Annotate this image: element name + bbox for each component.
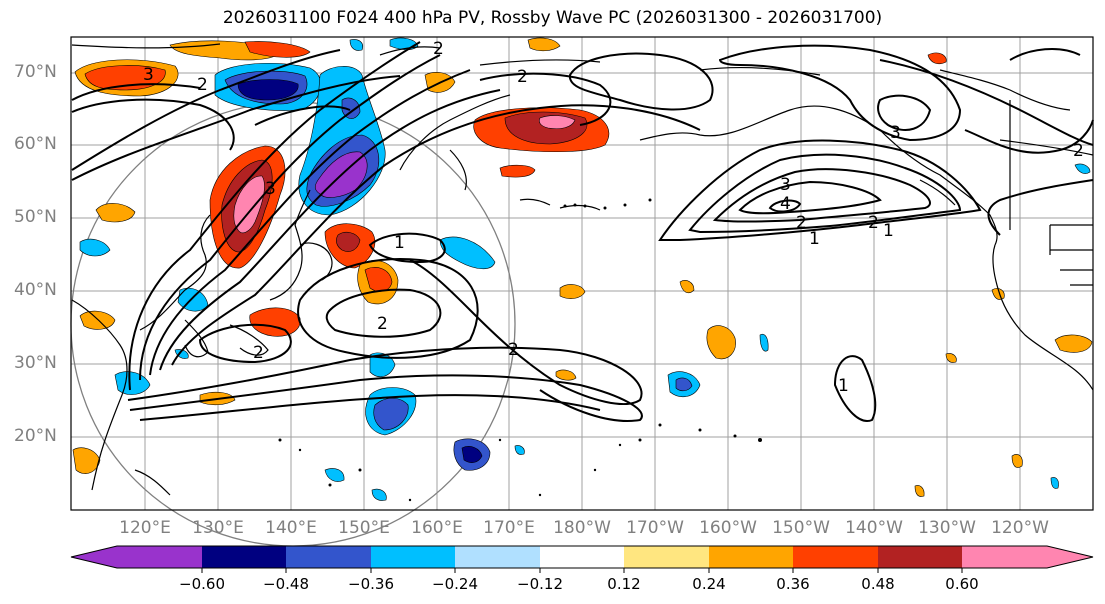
lon-label: 120°W [991, 518, 1049, 538]
lon-label: 140°E [265, 518, 317, 538]
contour-label: 3 [780, 175, 791, 195]
contour-label: 4 [780, 194, 791, 214]
lat-label-60n: 60°N [14, 134, 57, 154]
colorbar-segment [878, 546, 963, 568]
contour-label: 2 [517, 67, 528, 87]
lon-label: 140°W [845, 518, 903, 538]
lat-label-30n: 30°N [14, 353, 57, 373]
colorbar-tick-label: −0.60 [179, 575, 225, 593]
contour-label: 2 [433, 39, 444, 59]
contour-label: 1 [838, 376, 849, 396]
colorbar-outline [70, 545, 1094, 569]
islands [278, 198, 762, 502]
colorbar-segment [624, 546, 710, 568]
contour-label: 2 [377, 314, 388, 334]
lon-label: 130°E [192, 518, 244, 538]
map-frame [70, 36, 1094, 511]
colorbar-tick-label: −0.48 [263, 575, 309, 593]
lon-label: 170°W [626, 518, 684, 538]
map-title: 2026031100 F024 400 hPa PV, Rossby Wave … [222, 8, 883, 28]
colorbar-segment [793, 546, 879, 568]
lon-label: 130°W [918, 518, 976, 538]
contour-label: 2 [796, 213, 807, 233]
colorbar-tick-label: 0.12 [607, 575, 641, 593]
lon-label: 150°E [338, 518, 390, 538]
contour-labels: 3 2 2 2 3 3 4 2 2 1 1 1 2 2 2 1 2 3 [143, 39, 1084, 396]
contour-label: 2 [508, 340, 519, 360]
colorbar [71, 546, 1093, 568]
colorbar-segment [540, 546, 625, 568]
contour-label: 2 [868, 213, 879, 233]
contour-label: 2 [253, 343, 264, 363]
lon-label: 180°W [553, 518, 611, 538]
colorbar-segment [202, 546, 287, 568]
contour-label: 1 [394, 233, 405, 253]
colorbar-segment [286, 546, 372, 568]
lon-label: 160°E [411, 518, 463, 538]
colorbar-tick-label: −0.24 [432, 575, 478, 593]
lon-label: 150°W [772, 518, 830, 538]
lon-label: 120°E [119, 518, 171, 538]
colorbar-tick-label: 0.24 [692, 575, 726, 593]
colorbar-tick-label: 0.60 [945, 575, 979, 593]
colorbar-tick-label: −0.12 [517, 575, 563, 593]
lat-label-20n: 20°N [14, 426, 57, 446]
colorbar-tick-label: −0.36 [348, 575, 394, 593]
contour-label: 3 [143, 65, 154, 85]
contour-label: 1 [883, 221, 894, 241]
lat-label-70n: 70°N [14, 62, 57, 82]
colorbar-tick-label: 0.48 [861, 575, 895, 593]
coastlines [71, 43, 1094, 496]
lon-label: 160°W [699, 518, 757, 538]
contour-label: 3 [890, 123, 901, 143]
contour-label: 2 [1073, 141, 1084, 161]
lat-label-40n: 40°N [14, 280, 57, 300]
lon-label: 170°E [483, 518, 535, 538]
colorbar-segment [371, 546, 456, 568]
pv-shading [72, 37, 1093, 501]
colorbar-segment [962, 546, 1048, 568]
colorbar-segment [455, 546, 541, 568]
colorbar-segment [709, 546, 794, 568]
colorbar-segment [117, 546, 203, 568]
colorbar-extend-low [71, 546, 117, 568]
lat-label-50n: 50°N [14, 207, 57, 227]
rossby-contours [71, 41, 1094, 422]
colorbar-ticks [201, 568, 963, 573]
contour-label: 1 [809, 229, 820, 249]
colorbar-extend-high [1047, 546, 1093, 568]
contour-label: 3 [265, 179, 276, 199]
colorbar-tick-label: 0.36 [776, 575, 810, 593]
contour-label: 2 [197, 75, 208, 95]
